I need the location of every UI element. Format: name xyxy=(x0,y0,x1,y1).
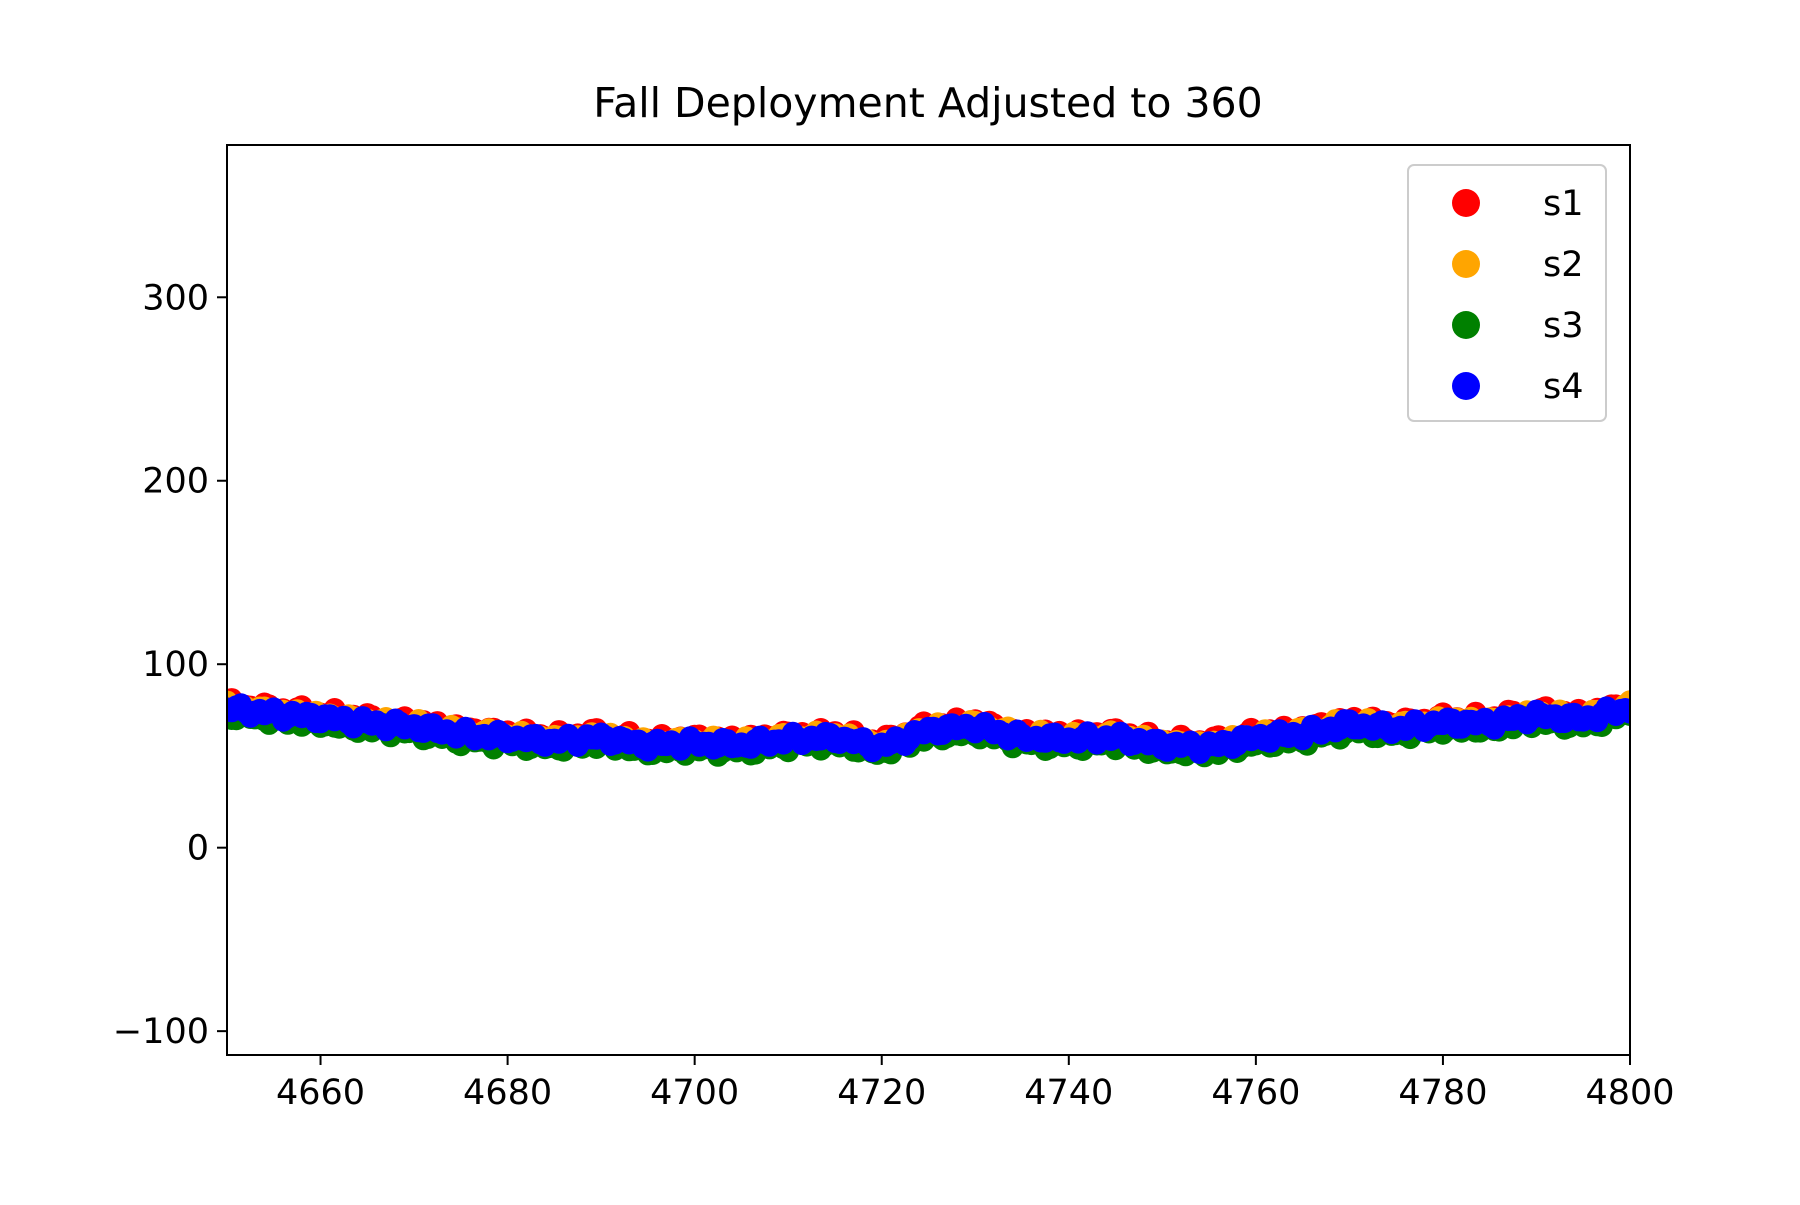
legend-label-s1: s1 xyxy=(1543,184,1584,224)
legend-label-s3: s3 xyxy=(1543,306,1584,346)
data-point-s4 xyxy=(1619,701,1630,724)
series-s4 xyxy=(227,693,1630,764)
chart-title: Fall Deployment Adjusted to 360 xyxy=(593,79,1262,127)
y-tick-label: 0 xyxy=(187,829,209,869)
y-tick-label: 300 xyxy=(142,278,209,318)
x-tick-label: 4780 xyxy=(1398,1073,1487,1113)
x-tick-label: 4680 xyxy=(463,1073,552,1113)
legend-marker-s3 xyxy=(1452,311,1480,339)
legend: s1 s2 s3 s4 xyxy=(1407,164,1607,422)
x-tick-label: 4800 xyxy=(1585,1073,1674,1113)
series-markers xyxy=(227,688,1630,768)
x-tick-label: 4720 xyxy=(837,1073,926,1113)
x-axis: 4660 4680 4700 4720 4740 4760 4780 4800 xyxy=(276,1055,1675,1113)
x-tick-label: 4700 xyxy=(650,1073,739,1113)
x-tick-label: 4660 xyxy=(276,1073,365,1113)
legend-marker-s4 xyxy=(1452,372,1480,400)
y-tick-label: −100 xyxy=(113,1012,209,1052)
plot-area xyxy=(226,144,1631,1056)
legend-marker-s1 xyxy=(1452,189,1480,217)
x-tick-label: 4760 xyxy=(1211,1073,1300,1113)
x-tick-label: 4740 xyxy=(1024,1073,1113,1113)
legend-label-s4: s4 xyxy=(1543,367,1584,407)
y-tick-label: 200 xyxy=(142,462,209,502)
y-axis: −100 0 100 200 300 xyxy=(113,278,227,1052)
legend-marker-s2 xyxy=(1452,250,1480,278)
y-tick-label: 100 xyxy=(142,645,209,685)
axes-frame xyxy=(226,144,1631,1056)
legend-label-s2: s2 xyxy=(1543,245,1584,285)
legend-box xyxy=(1407,164,1607,422)
